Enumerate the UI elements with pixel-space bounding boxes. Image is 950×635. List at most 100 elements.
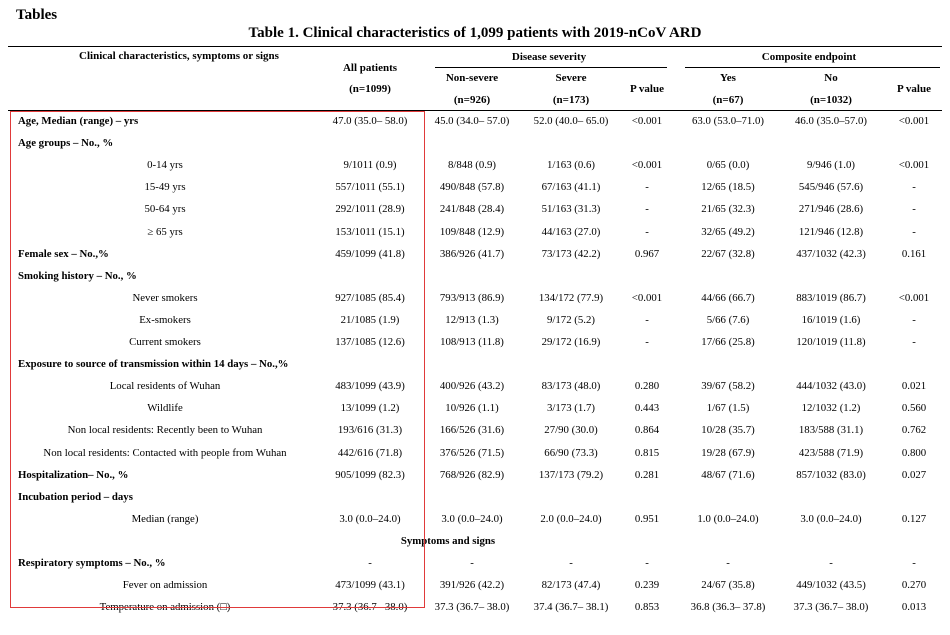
table-cell: 13/1099 (1.2) (340, 402, 400, 415)
subrow-label: Non local residents: Recently been to Wu… (67, 424, 263, 437)
table-cell: 423/588 (71.9) (798, 446, 864, 459)
header-all-patients: All patients (342, 62, 398, 74)
table-cell: 52.0 (40.0– 65.0) (533, 115, 609, 127)
table-cell: 10/926 (1.1) (445, 402, 499, 415)
table-cell: 109/848 (12.9) (439, 225, 505, 238)
subrow-label: 0-14 yrs (147, 159, 183, 172)
table-cell: 46.0 (35.0–57.0) (795, 115, 867, 127)
table-cell: - (470, 557, 474, 569)
table-cell: 3.0 (0.0–24.0) (800, 512, 862, 525)
table-cell: <0.001 (631, 115, 663, 127)
table-cell: 29/172 (16.9) (541, 336, 601, 348)
table-cell: 1.0 (0.0–24.0) (697, 512, 759, 525)
table-cell: 0.281 (634, 468, 660, 481)
table-cell: 22/67 (32.8) (701, 247, 755, 260)
table-caption: Table 1. Clinical characteristics of 1,0… (248, 25, 702, 41)
header-characteristics: Clinical characteristics, symptoms or si… (79, 50, 279, 62)
table-cell: 37.3 (36.7– 38.0) (793, 601, 869, 614)
table-cell: 63.0 (53.0–71.0) (692, 115, 764, 127)
table-cell: 0.815 (634, 446, 660, 459)
subrow-label: 15-49 yrs (144, 181, 186, 194)
table-cell: 0.270 (901, 579, 927, 592)
table-cell: 449/1032 (43.5) (796, 579, 866, 592)
header-p-value-composite: P value (897, 83, 931, 95)
table-cell: - (645, 313, 649, 326)
table-cell: - (645, 557, 649, 569)
table-cell: 37.3 (36.7– 38.0) (434, 601, 510, 614)
table-cell: 66/90 (73.3) (544, 446, 598, 459)
table-cell: 137/173 (79.2) (538, 468, 604, 481)
table-cell: 27/90 (30.0) (544, 424, 598, 437)
header-non-severe-n: (n=926) (453, 94, 491, 106)
table-cell: 557/1011 (55.1) (335, 181, 405, 194)
table-cell: 9/946 (1.0) (807, 159, 855, 172)
category-label: Age, Median (range) – yrs (18, 115, 139, 127)
category-label: Incubation period – days (18, 490, 133, 503)
header-composite-endpoint: Composite endpoint (761, 51, 857, 63)
table-cell: 44/163 (27.0) (541, 225, 601, 238)
table-cell: 0.864 (634, 424, 660, 437)
table-cell: 0.853 (634, 601, 660, 614)
table-cell: 67/163 (41.1) (541, 181, 601, 194)
table-cell: 0.800 (901, 446, 927, 459)
header-severe-n: (n=173) (552, 94, 590, 106)
subrow-label: Fever on admission (122, 579, 208, 592)
table-cell: 386/926 (41.7) (439, 247, 505, 260)
table-cell: 193/616 (31.3) (337, 424, 403, 437)
table-cell: - (645, 203, 649, 216)
table-top-rule (8, 46, 942, 47)
table-cell: 1/67 (1.5) (706, 402, 750, 415)
table-cell: 166/526 (31.6) (439, 424, 505, 437)
table-cell: 0.560 (901, 402, 927, 415)
table-cell: 45.0 (34.0– 57.0) (434, 115, 510, 127)
header-no: No (824, 72, 838, 84)
section-heading: Tables (16, 7, 58, 23)
subrow-label: Never smokers (132, 291, 198, 304)
table-cell: 0.762 (901, 424, 927, 437)
table-cell: 0.027 (901, 468, 927, 481)
table-cell: - (645, 225, 649, 238)
category-label: Respiratory symptoms – No., % (18, 557, 166, 569)
table-cell: - (912, 203, 916, 216)
table-cell: 32/65 (49.2) (701, 225, 755, 238)
table-cell: 48/67 (71.6) (701, 468, 755, 481)
table-cell: 545/946 (57.6) (798, 181, 864, 194)
table-cell: - (645, 336, 649, 348)
table-cell: - (912, 225, 916, 238)
table-cell: 17/66 (25.8) (701, 336, 755, 348)
category-label: Age groups – No., % (18, 137, 114, 150)
table-cell: - (368, 557, 372, 569)
table-cell: 47.0 (35.0– 58.0) (332, 115, 408, 127)
table-cell: 0.239 (634, 579, 660, 592)
table-cell: - (569, 557, 573, 569)
table-cell: 473/1099 (43.1) (335, 579, 405, 592)
table-cell: 271/946 (28.6) (798, 203, 864, 216)
table-cell: 768/926 (82.9) (439, 468, 505, 481)
table-cell: - (645, 181, 649, 194)
table-cell: 134/172 (77.9) (538, 291, 604, 304)
highlight-box (10, 111, 425, 608)
table-cell: 5/66 (7.6) (706, 313, 750, 326)
table-cell: - (912, 313, 916, 326)
subrow-label: Local residents of Wuhan (109, 380, 221, 393)
table-cell: 0.021 (901, 380, 927, 393)
header-non-severe: Non-severe (445, 72, 499, 84)
table-cell: 391/926 (42.2) (439, 579, 505, 592)
table-cell: 73/173 (42.2) (541, 247, 601, 260)
table-cell: 905/1099 (82.3) (335, 468, 405, 481)
table-cell: 292/1011 (28.9) (335, 203, 405, 216)
table-cell: 1/163 (0.6) (547, 159, 595, 172)
category-label: Hospitalization– No., % (18, 468, 129, 481)
header-p-value-severity: P value (630, 83, 664, 95)
table-cell: 82/173 (47.4) (541, 579, 601, 592)
table-cell: 19/28 (67.9) (701, 446, 755, 459)
header-all-patients-n: (n=1099) (349, 83, 391, 95)
table-cell: - (829, 557, 833, 569)
table-cell: 36.8 (36.3– 37.8) (690, 601, 766, 614)
subrow-label: ≥ 65 yrs (147, 225, 183, 238)
header-severity-rule (435, 67, 667, 68)
header-disease-severity: Disease severity (511, 51, 587, 63)
table-cell: 883/1019 (86.7) (796, 291, 866, 304)
table-cell: 2.0 (0.0–24.0) (540, 512, 602, 525)
table-cell: <0.001 (898, 115, 930, 127)
